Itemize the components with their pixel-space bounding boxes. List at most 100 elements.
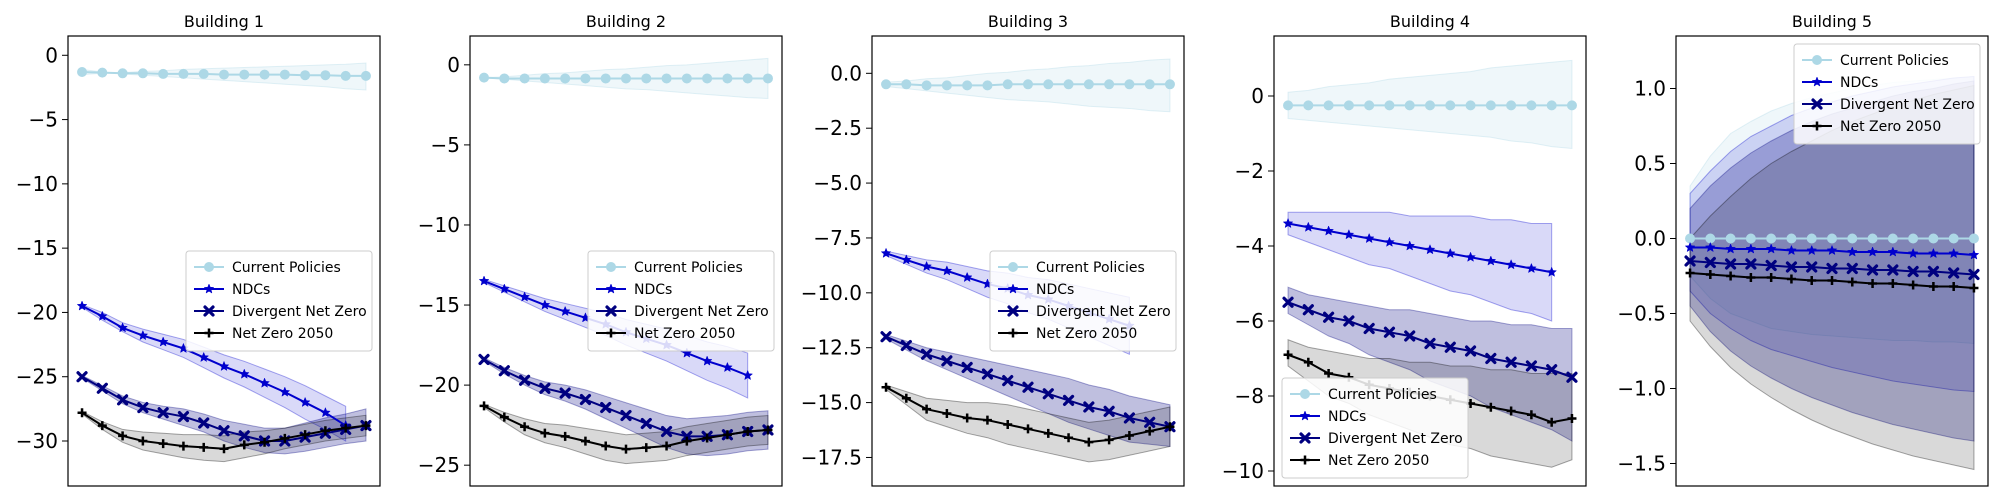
point-current-policies xyxy=(219,69,229,80)
point-divergent-net-zero xyxy=(1302,304,1314,316)
point-net-zero-2050 xyxy=(1506,406,1516,416)
legend-marker-divergent-net-zero xyxy=(1007,305,1019,317)
point-divergent-net-zero xyxy=(1725,258,1737,270)
point-current-policies xyxy=(1745,233,1756,244)
legend-label-current-policies: Current Policies xyxy=(1840,53,1949,69)
point-divergent-net-zero xyxy=(1826,262,1838,275)
point-current-policies xyxy=(580,73,591,84)
point-net-zero-2050 xyxy=(1827,276,1837,285)
legend-label-current-policies: Current Policies xyxy=(232,260,341,276)
point-current-policies xyxy=(77,67,88,77)
point-net-zero-2050 xyxy=(922,404,932,414)
point-divergent-net-zero xyxy=(1123,412,1135,424)
point-net-zero-2050 xyxy=(280,433,290,443)
y-tick-label: 1.0 xyxy=(1634,77,1666,101)
y-tick-label: −1.5 xyxy=(1617,452,1666,476)
band-divergent-net-zero xyxy=(81,374,367,455)
y-tick-label: −1.0 xyxy=(1617,377,1666,401)
point-divergent-net-zero xyxy=(1907,265,1919,278)
point-current-policies xyxy=(300,70,311,81)
point-current-policies xyxy=(1968,233,1979,244)
legend: Current Policies NDCs Divergent Net Zero Ne… xyxy=(587,250,775,352)
point-divergent-net-zero xyxy=(1343,315,1355,327)
point-divergent-net-zero xyxy=(620,409,632,422)
point-divergent-net-zero xyxy=(1948,267,1960,279)
point-divergent-net-zero xyxy=(600,401,612,414)
point-divergent-net-zero xyxy=(177,410,190,423)
band-divergent-net-zero xyxy=(483,357,769,457)
legend-marker-ndcs xyxy=(1811,76,1823,87)
point-net-zero-2050 xyxy=(1324,369,1334,378)
point-divergent-net-zero xyxy=(1525,360,1537,372)
point-ndcs xyxy=(1363,232,1375,244)
point-current-policies xyxy=(1928,233,1939,244)
point-ndcs xyxy=(722,361,733,373)
point-divergent-net-zero xyxy=(559,387,571,399)
point-divergent-net-zero xyxy=(1785,261,1798,273)
point-net-zero-2050 xyxy=(300,430,310,440)
point-net-zero-2050 xyxy=(1145,426,1155,436)
y-tick-label: −8 xyxy=(1235,384,1264,408)
point-ndcs xyxy=(137,329,149,341)
point-current-policies xyxy=(1343,100,1354,111)
legend-marker-ndcs xyxy=(1007,283,1019,294)
point-divergent-net-zero xyxy=(1684,255,1696,267)
point-divergent-net-zero xyxy=(137,401,149,414)
plot-area xyxy=(1684,75,1980,471)
point-ndcs xyxy=(1465,251,1476,262)
subplot-title: Building 4 xyxy=(1390,12,1470,31)
point-net-zero-2050 xyxy=(1868,279,1878,288)
point-ndcs xyxy=(320,407,331,418)
point-net-zero-2050 xyxy=(1526,410,1536,420)
point-divergent-net-zero xyxy=(1846,262,1858,275)
subplot-title: Building 2 xyxy=(586,12,666,31)
point-divergent-net-zero xyxy=(1083,401,1095,413)
point-net-zero-2050 xyxy=(1165,422,1175,432)
point-net-zero-2050 xyxy=(118,431,128,441)
point-net-zero-2050 xyxy=(1685,268,1695,278)
point-ndcs xyxy=(1505,259,1517,270)
point-divergent-net-zero xyxy=(1282,296,1294,308)
legend: Current Policies NDCs Divergent Net Zero Ne… xyxy=(989,250,1177,352)
legend-marker-net-zero-2050 xyxy=(1812,121,1822,131)
legend-marker-current-policies xyxy=(1812,55,1822,65)
point-current-policies xyxy=(1887,233,1898,244)
legend-marker-net-zero-2050 xyxy=(606,328,616,338)
y-tick-label: 0 xyxy=(1251,84,1264,108)
legend-label-ndcs: NDCs xyxy=(1840,75,1878,91)
point-divergent-net-zero xyxy=(681,430,693,442)
point-ndcs xyxy=(1282,217,1294,229)
point-current-policies xyxy=(1023,79,1033,90)
point-net-zero-2050 xyxy=(601,441,611,451)
point-net-zero-2050 xyxy=(239,440,249,450)
point-net-zero-2050 xyxy=(138,436,148,446)
subplot-5: 1.0 0.5 0.0 −0.5 −1.0 −1.5 Building 5 Current P… xyxy=(1617,12,1989,487)
point-ndcs xyxy=(1968,249,1980,260)
point-divergent-net-zero xyxy=(1424,337,1436,350)
point-net-zero-2050 xyxy=(1766,273,1776,282)
point-ndcs xyxy=(1323,225,1334,236)
point-net-zero-2050 xyxy=(178,441,188,451)
point-divergent-net-zero xyxy=(1887,264,1899,276)
point-current-policies xyxy=(259,69,270,80)
point-ndcs xyxy=(238,368,250,379)
legend-label-divergent-net-zero: Divergent Net Zero xyxy=(1840,97,1975,113)
point-divergent-net-zero xyxy=(1383,326,1396,338)
point-divergent-net-zero xyxy=(941,355,953,367)
point-divergent-net-zero xyxy=(900,339,912,352)
point-net-zero-2050 xyxy=(1023,424,1033,434)
legend-marker-net-zero-2050 xyxy=(1300,455,1310,465)
point-divergent-net-zero xyxy=(1144,416,1156,428)
point-divergent-net-zero xyxy=(1546,364,1558,376)
point-current-policies xyxy=(1546,100,1557,111)
point-current-policies xyxy=(1847,233,1858,244)
point-net-zero-2050 xyxy=(1303,357,1313,367)
point-net-zero-2050 xyxy=(1908,280,1918,290)
legend-label-current-policies: Current Policies xyxy=(1328,387,1437,403)
point-divergent-net-zero xyxy=(157,407,169,419)
point-current-policies xyxy=(1323,100,1334,111)
point-current-policies xyxy=(621,73,631,84)
point-ndcs xyxy=(117,322,128,333)
point-net-zero-2050 xyxy=(1807,276,1817,285)
y-tick-label: 0 xyxy=(447,53,460,77)
